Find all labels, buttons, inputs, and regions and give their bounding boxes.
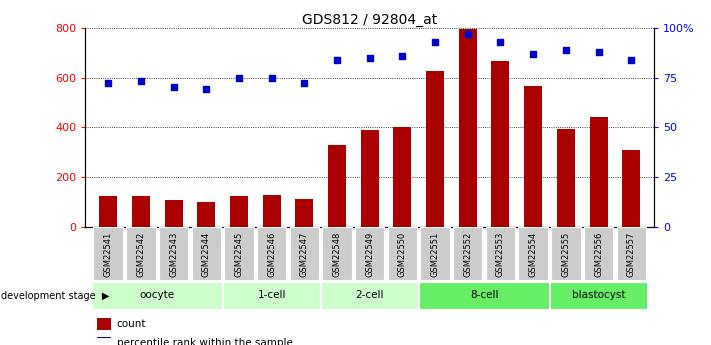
Text: GSM22549: GSM22549 [365, 231, 374, 277]
Text: GSM22543: GSM22543 [169, 231, 178, 277]
FancyBboxPatch shape [616, 227, 646, 280]
FancyBboxPatch shape [223, 282, 321, 310]
Bar [295, 198, 314, 227]
Bar [97, 337, 111, 345]
Bar [100, 196, 117, 227]
FancyBboxPatch shape [191, 227, 221, 280]
Text: count: count [117, 319, 146, 329]
Bar [230, 196, 248, 227]
Text: development stage  ▶: development stage ▶ [1, 291, 109, 301]
Text: GSM22555: GSM22555 [562, 231, 570, 277]
FancyBboxPatch shape [224, 227, 254, 280]
FancyBboxPatch shape [159, 227, 188, 280]
Point [233, 75, 245, 80]
FancyBboxPatch shape [486, 227, 515, 280]
FancyBboxPatch shape [453, 227, 483, 280]
Point [331, 57, 343, 62]
Point [299, 81, 310, 86]
Text: GSM22553: GSM22553 [496, 231, 505, 277]
Text: GSM22551: GSM22551 [431, 231, 439, 277]
FancyBboxPatch shape [420, 227, 450, 280]
Text: GSM22554: GSM22554 [529, 231, 538, 277]
Text: oocyte: oocyte [139, 290, 175, 300]
FancyBboxPatch shape [126, 227, 156, 280]
Bar [459, 29, 477, 227]
FancyBboxPatch shape [322, 227, 352, 280]
FancyBboxPatch shape [257, 227, 287, 280]
Point [626, 57, 637, 62]
Text: GSM22541: GSM22541 [104, 231, 113, 277]
FancyBboxPatch shape [551, 227, 581, 280]
Point [495, 39, 506, 44]
Text: 2-cell: 2-cell [356, 290, 384, 300]
Bar [164, 200, 183, 227]
Text: GSM22557: GSM22557 [626, 231, 636, 277]
Text: 1-cell: 1-cell [257, 290, 286, 300]
Text: GSM22550: GSM22550 [398, 231, 407, 277]
Point [560, 47, 572, 52]
Bar [97, 318, 111, 330]
Point [593, 49, 604, 54]
FancyBboxPatch shape [550, 282, 648, 310]
Point [462, 31, 474, 36]
Bar [197, 202, 215, 227]
Bar [360, 130, 379, 227]
Bar [557, 129, 575, 227]
FancyBboxPatch shape [419, 282, 550, 310]
Bar [328, 145, 346, 227]
Point [364, 55, 375, 60]
Text: percentile rank within the sample: percentile rank within the sample [117, 338, 292, 345]
Text: blastocyst: blastocyst [572, 290, 625, 300]
Text: GSM22556: GSM22556 [594, 231, 603, 277]
Point [266, 75, 277, 80]
FancyBboxPatch shape [92, 282, 223, 310]
FancyBboxPatch shape [584, 227, 614, 280]
Bar [491, 61, 510, 227]
FancyBboxPatch shape [387, 227, 417, 280]
Bar [426, 71, 444, 227]
Point [168, 85, 179, 90]
Point [429, 39, 441, 44]
Title: GDS812 / 92804_at: GDS812 / 92804_at [302, 12, 437, 27]
FancyBboxPatch shape [289, 227, 319, 280]
Text: GSM22544: GSM22544 [202, 231, 210, 277]
Bar [622, 150, 640, 227]
Text: GSM22552: GSM22552 [464, 231, 472, 277]
Bar [262, 195, 281, 227]
Text: 8-cell: 8-cell [470, 290, 498, 300]
Bar [393, 127, 412, 227]
Text: GSM22547: GSM22547 [300, 231, 309, 277]
FancyBboxPatch shape [321, 282, 419, 310]
FancyBboxPatch shape [93, 227, 123, 280]
Bar [132, 196, 150, 227]
Bar [524, 86, 542, 227]
FancyBboxPatch shape [355, 227, 385, 280]
Text: GSM22545: GSM22545 [235, 231, 243, 277]
Point [135, 79, 146, 84]
Point [528, 51, 539, 56]
Point [201, 87, 212, 92]
Text: GSM22548: GSM22548 [333, 231, 341, 277]
Bar [589, 117, 607, 227]
Point [102, 81, 114, 86]
Text: GSM22546: GSM22546 [267, 231, 276, 277]
Text: GSM22542: GSM22542 [137, 231, 145, 277]
FancyBboxPatch shape [518, 227, 548, 280]
Point [397, 53, 408, 58]
